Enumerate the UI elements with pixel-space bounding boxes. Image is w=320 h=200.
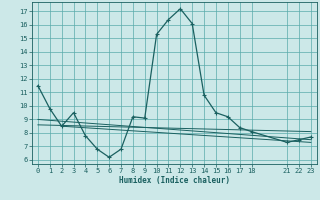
X-axis label: Humidex (Indice chaleur): Humidex (Indice chaleur) bbox=[119, 176, 230, 185]
